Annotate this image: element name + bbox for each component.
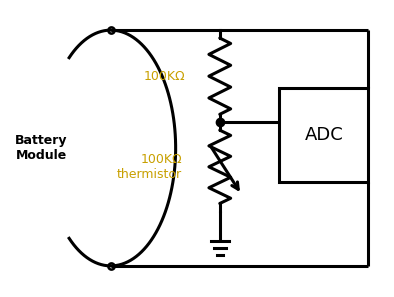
Text: 100KΩ
thermistor: 100KΩ thermistor — [117, 153, 182, 181]
Text: ADC: ADC — [305, 126, 343, 144]
Bar — [279, 88, 368, 182]
Text: 100KΩ: 100KΩ — [143, 70, 185, 83]
Text: Battery
Module: Battery Module — [15, 134, 68, 162]
